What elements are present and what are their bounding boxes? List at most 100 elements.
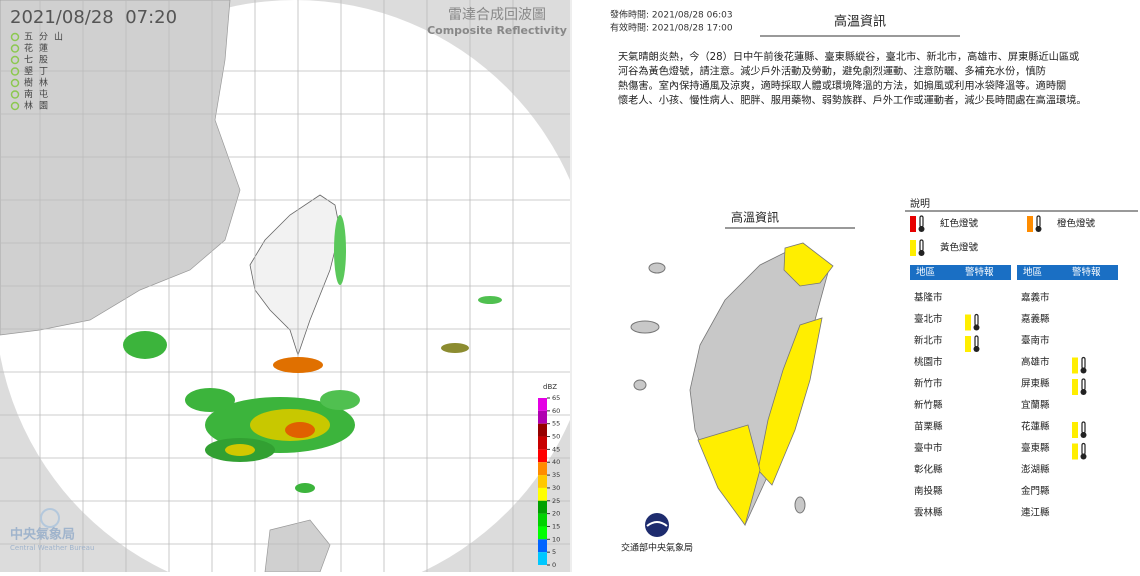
area-name: 澎湖縣: [1021, 464, 1050, 476]
heat-panel: 發佈時間: 2021/08/28 06:03 有效時間: 2021/08/28 …: [610, 9, 1138, 554]
station-dot: [10, 32, 20, 42]
colorbar-segment: [538, 500, 547, 514]
area-name: 金門縣: [1021, 485, 1050, 497]
signal-light: [910, 240, 916, 256]
colorbar-segment: [538, 513, 547, 527]
station-dot: [10, 67, 20, 76]
signal-light: [1072, 379, 1078, 395]
area-name: 基隆市: [914, 292, 943, 304]
area-name: 高雄市: [1021, 356, 1050, 368]
colorbar-label: 55: [552, 420, 560, 428]
radar-map: 2021/08/28 07:20 雷達合成回波圖 Composite Refle…: [0, 0, 570, 572]
area-name: 嘉義縣: [1021, 313, 1050, 325]
thermometer-bulb: [918, 250, 925, 256]
colorbar-segment: [538, 436, 547, 450]
signal-light: [965, 314, 971, 331]
echoes: [123, 215, 502, 493]
legend-label: 紅色燈號: [940, 218, 979, 230]
area-name: 苗栗縣: [914, 422, 943, 433]
valid: 有效時間: 2021/08/28 17:00: [610, 22, 733, 34]
colorbar-label: 10: [552, 535, 560, 543]
colorbar-label: 15: [552, 522, 560, 530]
colorbar-label: 5: [552, 548, 556, 556]
area-name: 連江縣: [1021, 507, 1050, 519]
table-header: [910, 265, 1011, 280]
area-name: 桃園市: [914, 356, 943, 368]
timestamp: 2021/08/28 07:20: [10, 7, 177, 28]
thermometer-bulb: [1080, 389, 1087, 395]
area-name: 嘉義市: [1021, 292, 1050, 304]
colorbar-segment: [538, 539, 547, 553]
thermometer: [1081, 356, 1086, 370]
signal-light: [910, 216, 916, 232]
station-name: 南屯: [24, 88, 54, 100]
station-name: 七股: [24, 55, 54, 66]
description: 天氣晴朗炎熱，今（28）日中午前後花蓮縣、臺東縣縱谷，臺北市、新北市，高雄市、屏…: [618, 50, 1087, 107]
logo-name: 中央氣象局: [10, 527, 75, 543]
station-dot: [10, 55, 20, 65]
colorbar-segment: [538, 398, 547, 411]
station-name: 樹林: [24, 77, 54, 89]
station-name: 林園: [24, 100, 54, 112]
area-name: 臺南市: [1021, 335, 1050, 347]
colorbar-label: 50: [552, 433, 560, 441]
area-name: 南投縣: [914, 485, 943, 497]
colorbar-segment: [538, 410, 547, 424]
header-label: 地區: [916, 266, 935, 278]
heat-title: 高溫資訊: [834, 14, 886, 30]
area-name: 臺北市: [914, 313, 943, 325]
thermometer-bulb: [1080, 367, 1087, 374]
station-dot: [10, 90, 20, 99]
signal-light: [1027, 216, 1033, 232]
radar-title: 雷達合成回波圖: [448, 7, 546, 23]
station-name: 花蓮: [24, 42, 54, 54]
colorbar-segment: [538, 487, 547, 501]
colorbar-label: 20: [552, 510, 560, 518]
table-header: [1017, 265, 1118, 280]
colorbar-segment: [538, 462, 547, 476]
legend-label: 黃色燈號: [940, 242, 979, 254]
colorbar-label: 25: [552, 497, 560, 505]
area-name: 新竹市: [914, 378, 943, 390]
issued: 發佈時間: 2021/08/28 06:03: [610, 9, 733, 21]
colorbar-label: 40: [552, 458, 560, 466]
signal-light: [965, 336, 971, 352]
thermometer-bulb: [973, 346, 980, 352]
thermometer-bulb: [1080, 453, 1087, 460]
colorbar-label: 35: [552, 471, 560, 479]
area-name: 新竹縣: [914, 399, 943, 411]
station-name: 五分山: [24, 32, 69, 43]
colorbar-label: 30: [552, 484, 560, 492]
thermometer: [1081, 421, 1086, 434]
radar-subtitle: Composite Reflectivity: [427, 24, 567, 37]
station-dot: [10, 78, 20, 88]
thermometer: [919, 239, 924, 252]
description-line: 熱傷害。室內保持通風及涼爽，適時採取人體或環境降溫的方法，如搧風或利用冰袋降溫等…: [618, 79, 1066, 92]
description-line: 懷老人、小孩、慢性病人、肥胖、服用藥物、弱勢族群、戶外工作或運動者，減少長時間處…: [618, 94, 1087, 107]
colorbar-segment: [538, 475, 547, 488]
thermometer-bulb: [973, 324, 980, 331]
map-title: 高溫資訊: [731, 210, 779, 225]
colorbar-label: 60: [552, 407, 560, 415]
taiwan-map: [630, 242, 834, 526]
thermometer: [974, 335, 979, 348]
legend-label: 橙色燈號: [1057, 218, 1096, 230]
header-label: 地區: [1023, 266, 1042, 278]
colorbar-label: 0: [552, 561, 556, 569]
description-line: 河谷為黃色燈號，請注意。減少戶外活動及勞動，避免劇烈運動、注意防曬、多補充水份，…: [618, 65, 1046, 78]
signal-light: [1072, 422, 1078, 438]
area-name: 花蓮縣: [1021, 421, 1050, 433]
footer: 交通部中央氣象局: [621, 542, 693, 554]
thermometer: [974, 313, 979, 327]
area-name: 臺東縣: [1021, 442, 1050, 454]
area-name: 屏東縣: [1021, 378, 1050, 390]
signal-light: [1072, 443, 1078, 460]
area-name: 新北市: [914, 335, 943, 347]
thermometer: [919, 215, 924, 228]
